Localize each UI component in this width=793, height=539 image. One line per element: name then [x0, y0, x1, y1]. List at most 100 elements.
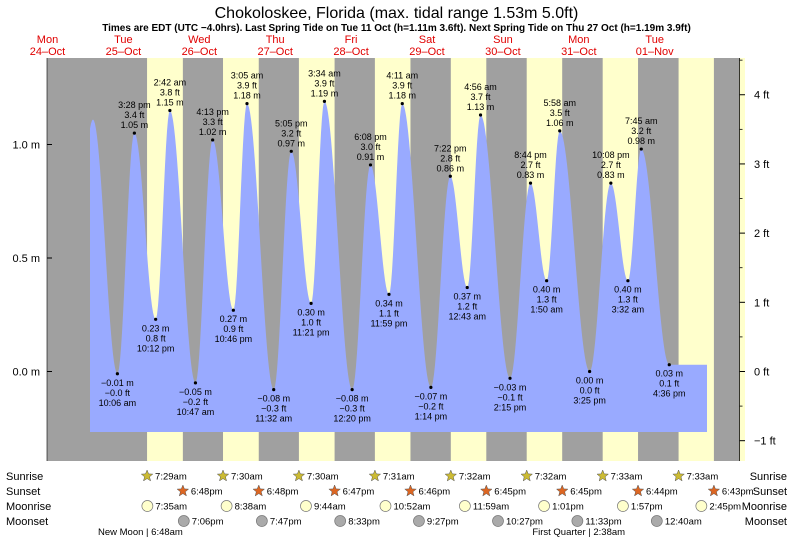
right-tick-label: 1 ft — [754, 297, 769, 309]
moon-phase-label: New Moon | 6:48am — [98, 527, 183, 538]
chart-title: Chokoloskee, Florida (max. tidal range 1… — [215, 5, 579, 22]
moonset-time: 11:33pm — [585, 517, 621, 528]
tide-point — [558, 129, 562, 133]
day-name: Wed — [188, 34, 210, 46]
tide-text: −0.07 m — [414, 391, 447, 401]
tide-text: 11:21 pm — [293, 327, 330, 337]
tide-text: −0.2 ft — [183, 397, 209, 407]
tide-point — [168, 108, 172, 113]
day-date: 25–Oct — [106, 46, 141, 58]
right-axis-feet: −1 ft 0 ft 1 ft 2 ft 3 ft 4 ft — [739, 58, 776, 461]
tide-text: 0.00 m — [576, 376, 604, 386]
sunrise-event: 7:29am — [140, 469, 187, 483]
tide-text: 0.8 ft — [146, 333, 167, 343]
tide-text: 2.7 ft — [601, 160, 622, 170]
moonset-icon — [334, 515, 347, 527]
moonrise-event: 9:44am — [300, 500, 346, 513]
tide-text: 0.83 m — [517, 170, 545, 180]
sunrise-event: 7:32am — [520, 469, 566, 483]
sunset-event: 6:43pm — [707, 484, 754, 498]
tide-text: 3.2 ft — [631, 126, 652, 136]
right-tick-label: 2 ft — [754, 228, 769, 240]
day-name: Tue — [645, 34, 664, 46]
tide-text: 3.5 ft — [550, 108, 571, 118]
right-tick-label: −1 ft — [754, 436, 776, 448]
tide-point — [528, 181, 533, 185]
tide-text: 4:56 am — [464, 82, 497, 92]
moonset-event: 8:33pm — [334, 515, 380, 528]
sunset-event: 6:46pm — [404, 484, 450, 498]
sunset-time: 6:48pm — [267, 487, 299, 498]
high-tide-label: 3:05 am3.9 ft1.18 m — [231, 71, 264, 106]
sunset-time: 6:43pm — [722, 487, 754, 498]
moonrise-event: 1:57pm — [617, 500, 663, 513]
day-headers: Mon24–OctTue25–OctWed26–OctThu27–OctFri2… — [30, 34, 674, 58]
moonset-event: 10:27pm — [492, 515, 543, 528]
day-date: 01–Nov — [636, 46, 674, 58]
low-tide-label: −0.03 m−0.1 ft2:15 pm — [494, 376, 526, 412]
tide-text: 10:12 pm — [137, 343, 175, 353]
sunrise-time: 7:33am — [687, 472, 719, 483]
tide-text: −0.01 m — [101, 378, 134, 388]
sunrise-icon — [672, 469, 685, 482]
row-label-moonset-right: Moonset — [745, 516, 787, 528]
tide-text: 3.8 ft — [160, 87, 181, 97]
tide-text: 0.37 m — [453, 292, 481, 302]
sunset-icon — [252, 484, 266, 497]
tide-text: 3.2 ft — [281, 128, 302, 138]
tide-point — [132, 131, 136, 135]
sunset-icon — [631, 484, 645, 497]
tide-text: 3:05 am — [231, 71, 264, 81]
moonrise-time: 1:57pm — [631, 502, 663, 513]
tide-point — [465, 285, 469, 290]
moon-phase-label: First Quarter | 2:38am — [532, 527, 625, 538]
moonset-icon — [650, 515, 663, 527]
tide-text: 3.7 ft — [471, 92, 492, 102]
high-tide-label: 5:58 am3.5 ft1.06 m — [543, 98, 576, 133]
sunset-icon — [404, 484, 417, 497]
high-tide-label: 3:28 pm3.4 ft1.05 m — [118, 100, 151, 135]
plot-area: 0.0 m 0.5 m 1.0 m −1 ft 0 ft 1 ft 2 ft 3 ft 4 f… — [12, 58, 776, 461]
sunrise-time: 7:29am — [155, 472, 187, 483]
tide-text: 3.0 ft — [360, 142, 381, 152]
sunset-event: 6:44pm — [631, 484, 678, 498]
tide-text: 10:06 am — [99, 398, 137, 408]
moonrise-icon — [379, 500, 392, 512]
left-tick-label: 0.5 m — [12, 253, 40, 265]
sunrise-icon — [140, 469, 154, 482]
sunset-event: 6:48pm — [252, 484, 299, 498]
moonset-time: 12:40am — [665, 517, 702, 528]
tide-text: 8:44 pm — [514, 150, 547, 160]
tide-point — [322, 99, 327, 103]
sunset-time: 6:48pm — [191, 487, 223, 498]
tide-text: 1.0 ft — [301, 317, 322, 327]
row-label-sunset-right: Sunset — [753, 486, 787, 498]
tide-text: 0.34 m — [375, 298, 403, 308]
high-tide-label: 4:56 am3.7 ft1.13 m — [464, 82, 497, 117]
sunrise-event: 7:30am — [292, 469, 339, 483]
low-tide-label: 0.03 m0.1 ft4:36 pm — [653, 363, 686, 399]
sunset-time: 6:44pm — [646, 487, 678, 498]
tide-text: 3:25 pm — [573, 396, 606, 406]
moonset-time: 10:27pm — [506, 517, 543, 528]
right-axis-band — [739, 58, 745, 461]
tide-text: 1.02 m — [199, 127, 227, 137]
tide-text: 0.86 m — [437, 163, 465, 173]
tide-text: 12:43 am — [448, 312, 486, 322]
tide-text: 3.9 ft — [392, 81, 413, 91]
tide-text: 10:08 pm — [592, 150, 630, 160]
right-tick-label: 3 ft — [754, 159, 769, 171]
row-label-sunrise-left: Sunrise — [6, 471, 43, 483]
high-tide-label: 4:13 pm3.3 ft1.02 m — [196, 107, 229, 142]
tide-text: 2.8 ft — [440, 153, 461, 163]
moonrise-event: 2:45pm — [695, 500, 741, 513]
day-date: 24–Oct — [30, 46, 65, 58]
tide-text: 3.9 ft — [237, 81, 258, 91]
moonset-icon — [177, 515, 190, 527]
tide-text: 0.0 ft — [580, 386, 601, 396]
